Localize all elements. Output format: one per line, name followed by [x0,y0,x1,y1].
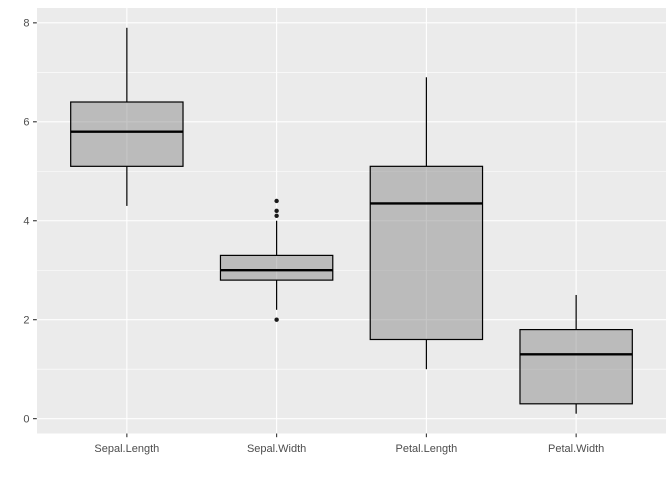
outlier-point [274,198,279,204]
iqr-box [369,165,484,341]
outlier-point [274,317,279,322]
outlier-point [274,213,279,219]
boxplot-petal-length [369,77,484,370]
x-tick-label-petal-width: Petal.Width [548,443,604,455]
y-tick-label: 0 [23,413,29,425]
boxplot-petal-width [519,294,633,414]
outlier-point [274,208,279,214]
y-tick-label: 8 [23,18,29,30]
boxplot-sepal-width [219,198,334,322]
iqr-box [219,254,334,281]
y-tick-label: 2 [23,315,29,327]
iqr-box [519,328,633,405]
y-tick-label: 4 [23,216,29,228]
iqr-box [70,101,184,167]
boxplot-sepal-length [70,27,184,206]
x-tick-label-sepal-width: Sepal.Width [247,443,306,455]
y-tick-label: 6 [23,117,29,129]
x-tick-label-sepal-length: Sepal.Length [94,443,159,455]
x-tick-label-petal-length: Petal.Length [395,443,457,455]
